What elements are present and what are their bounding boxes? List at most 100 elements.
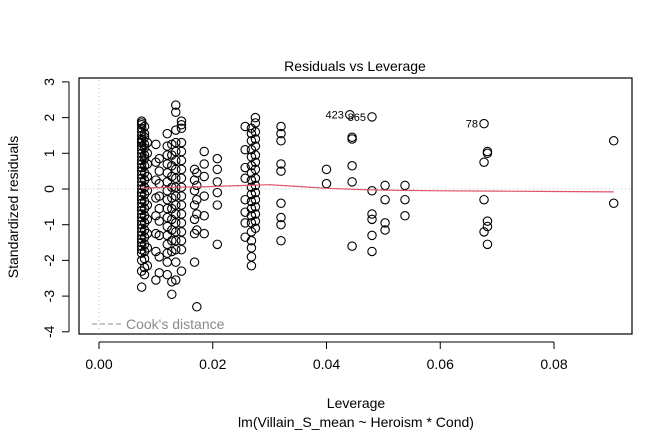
x-axis-title: Leverage [327,395,386,411]
data-point [380,180,390,191]
data-point [176,191,187,201]
data-point [192,225,202,235]
data-point [136,216,147,226]
labeled-data-point [345,109,355,120]
data-point [136,237,147,248]
data-point [176,155,187,166]
data-point [240,207,250,217]
data-point [176,200,187,210]
data-point [136,230,147,241]
data-point [136,248,147,259]
data-point [608,136,619,146]
data-point [154,153,165,164]
data-point [151,246,161,257]
data-point [189,257,200,267]
data-point [347,134,357,144]
data-point [176,218,187,228]
data-point [136,194,147,205]
data-point [136,191,147,201]
point-labels: 423 865 78 [325,110,478,131]
data-point [154,191,165,201]
data-point [276,198,286,209]
data-point [136,166,147,176]
data-point [176,227,187,237]
data-point [136,223,147,234]
data-point [171,257,181,267]
data-point [240,121,250,132]
data-point [246,261,257,271]
data-point [189,175,200,185]
data-point [212,187,223,198]
data-point [171,125,181,135]
data-point [136,209,147,219]
chart-title: Residuals vs Leverage [284,58,426,74]
data-point [171,100,181,110]
legend: Cook's distance [92,316,225,332]
data-point [136,198,147,209]
y-tick-label: 2 [41,113,57,121]
data-point [136,119,147,130]
data-point [162,230,173,241]
data-point [482,221,493,232]
data-point [479,157,489,167]
data-point [240,173,250,184]
data-point [136,244,147,255]
data-point [192,209,202,219]
data-point [162,128,173,139]
data-point [162,257,173,267]
data-point [192,180,202,191]
data-point [154,268,165,278]
data-point [136,137,147,148]
data-point [367,230,377,241]
data-point [171,244,181,255]
data-point [276,212,286,223]
data-point [250,150,261,160]
data-point [482,148,493,159]
data-point [142,186,153,196]
data-point [154,216,165,226]
data-point [250,216,261,226]
y-tick-label: -3 [41,290,57,303]
data-point [176,244,187,255]
x-tick-label: 0.06 [427,356,454,372]
x-tick-label: 0.08 [540,356,567,372]
labeled-data-point [367,112,377,122]
data-point [142,243,153,253]
data-point [347,241,357,251]
data-point [276,128,286,139]
data-point [240,144,250,155]
data-point [154,252,165,262]
data-point [176,119,187,130]
data-point [367,209,377,219]
y-tick-label: 1 [41,149,57,157]
data-point [276,236,286,246]
data-point [189,214,200,225]
data-point [367,186,377,196]
data-point [240,162,250,173]
data-point [250,173,261,184]
data-point [136,212,147,223]
data-point [139,161,150,171]
data-point [139,139,150,150]
data-point [212,177,223,187]
data-point [151,139,161,150]
data-point [139,132,150,142]
data-point [142,200,153,210]
data-point [250,194,261,205]
data-point [212,239,223,250]
labeled-data-point [479,118,489,129]
data-point [136,241,147,251]
data-point [321,164,332,175]
data-point [250,157,261,167]
data-point [136,159,147,169]
data-point [400,180,410,191]
x-axis: 0.00 0.02 0.04 0.06 0.08 [85,341,568,372]
data-point [240,194,250,205]
data-point [199,228,209,239]
data-point [167,289,177,300]
data-point [139,128,150,139]
smoother-line [141,184,614,193]
data-point [276,136,286,146]
data-point [139,121,150,132]
point-label: 78 [466,119,478,131]
